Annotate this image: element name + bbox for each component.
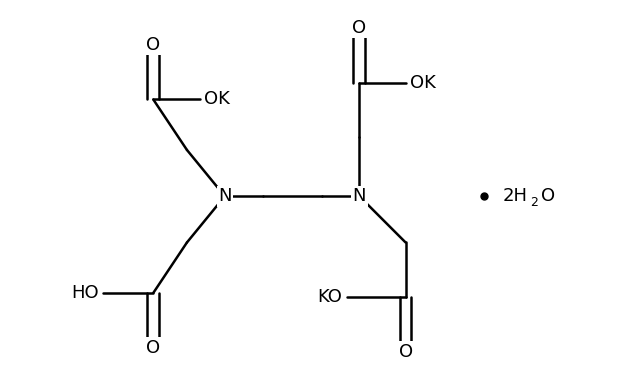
Text: O: O xyxy=(146,339,160,357)
Text: O: O xyxy=(399,343,413,361)
Text: 2H: 2H xyxy=(502,187,527,205)
Text: O: O xyxy=(541,187,555,205)
Text: N: N xyxy=(218,187,231,205)
Text: OK: OK xyxy=(410,74,436,92)
Text: 2: 2 xyxy=(530,195,538,209)
Text: O: O xyxy=(352,19,367,37)
Text: HO: HO xyxy=(71,284,98,302)
Text: O: O xyxy=(146,36,160,54)
Text: KO: KO xyxy=(318,288,343,306)
Text: OK: OK xyxy=(204,91,230,109)
Text: N: N xyxy=(352,187,366,205)
